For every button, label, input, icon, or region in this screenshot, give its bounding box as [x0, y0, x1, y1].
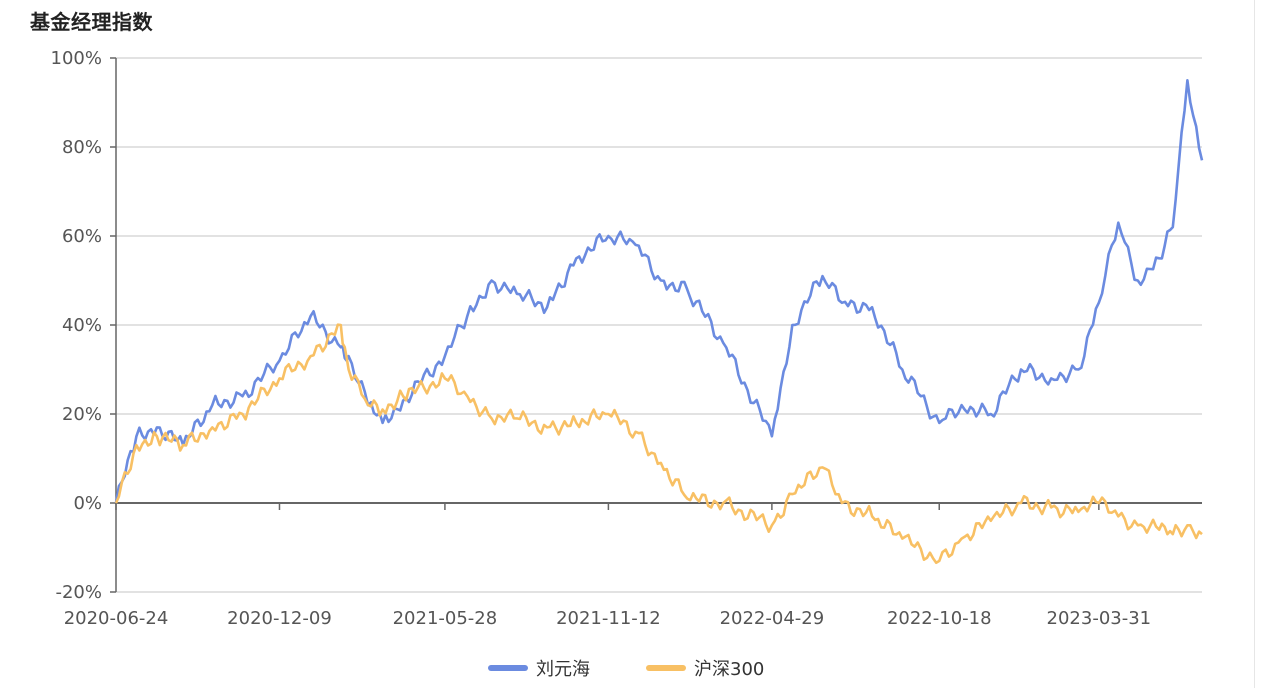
vertical-scrollbar[interactable]	[1254, 0, 1269, 688]
x-axis: 2020-06-24 2020-12-09 2021-05-28 2021-11-12…	[64, 502, 1202, 629]
x-tick-label: 2020-06-24	[64, 608, 169, 629]
legend-label[interactable]: 刘元海	[536, 659, 590, 680]
y-tick-label: 60%	[62, 226, 102, 247]
legend-swatch[interactable]	[646, 665, 686, 671]
y-tick-label: 0%	[73, 493, 102, 514]
y-tick-label: 100%	[51, 48, 102, 69]
x-tick-label: 2023-03-31	[1047, 608, 1152, 629]
y-tick-label: 80%	[62, 137, 102, 158]
y-tick-label: -20%	[55, 582, 102, 603]
y-tick-label: 20%	[62, 404, 102, 425]
series-line-1	[114, 79, 1204, 504]
x-tick-label: 2021-11-12	[556, 608, 661, 629]
chart-title: 基金经理指数	[30, 10, 153, 34]
x-tick-label: 2020-12-09	[227, 608, 332, 629]
y-tick-label: 40%	[62, 315, 102, 336]
x-tick-label: 2021-05-28	[393, 608, 498, 629]
legend-swatch[interactable]	[488, 665, 528, 671]
grid-lines	[116, 57, 1202, 593]
legend: 刘元海 沪深300	[488, 659, 764, 680]
legend-label[interactable]: 沪深300	[694, 659, 764, 680]
y-axis-ticks: -20% 0% 20% 40% 60% 80% 100%	[51, 48, 117, 603]
series-lines	[114, 79, 1204, 565]
series-line-2	[114, 323, 1203, 565]
x-tick-label: 2022-10-18	[887, 608, 992, 629]
x-tick-label: 2022-04-29	[720, 608, 825, 629]
